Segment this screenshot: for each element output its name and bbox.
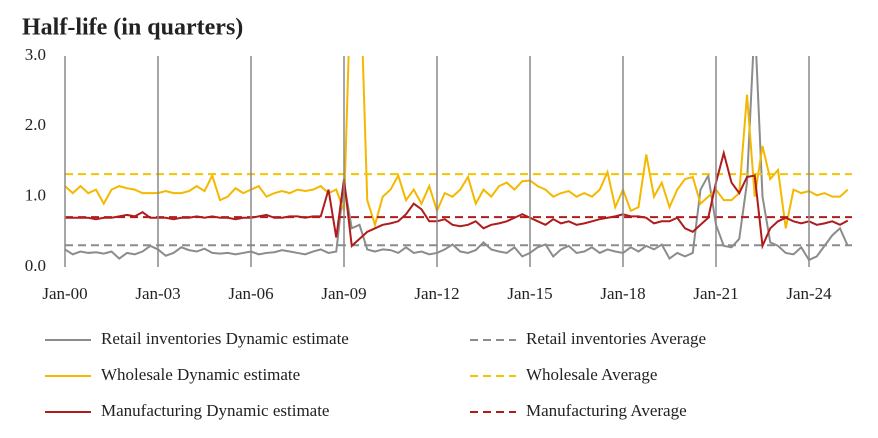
legend-label: Retail inventories Average (526, 329, 706, 348)
y-tick-label: 1.0 (25, 186, 46, 205)
x-tick-label: Jan-21 (693, 284, 738, 303)
legend-label: Manufacturing Dynamic estimate (101, 401, 329, 420)
y-tick-label: 0.0 (25, 256, 46, 275)
chart-title: Half-life (in quarters) (22, 15, 243, 41)
x-tick-label: Jan-24 (786, 284, 832, 303)
x-tick-label: Jan-15 (507, 284, 552, 303)
legend-label: Wholesale Dynamic estimate (101, 365, 300, 384)
y-tick-label: 2.0 (25, 115, 46, 134)
x-tick-label: Jan-09 (321, 284, 366, 303)
x-tick-label: Jan-03 (135, 284, 180, 303)
x-tick-label: Jan-00 (42, 284, 87, 303)
legend-label: Retail inventories Dynamic estimate (101, 329, 349, 348)
plot-area (64, 56, 852, 262)
legend-label: Manufacturing Average (526, 401, 687, 420)
series-line (64, 56, 849, 262)
y-tick-label: 3.0 (25, 45, 46, 64)
x-tick-label: Jan-18 (600, 284, 645, 303)
x-tick-label: Jan-12 (414, 284, 459, 303)
series-line (64, 56, 849, 229)
legend-label: Wholesale Average (526, 365, 657, 384)
x-tick-label: Jan-06 (228, 284, 273, 303)
